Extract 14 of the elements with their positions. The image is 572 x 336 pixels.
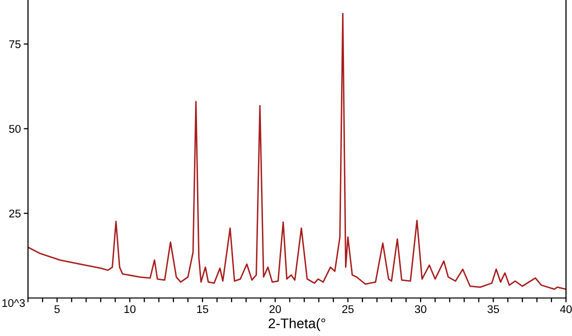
- y-tick-label: 25: [9, 210, 21, 218]
- y-axis-title: 10^3: [2, 299, 25, 307]
- y-tick-label: 75: [9, 40, 21, 48]
- x-tick-label: 10: [124, 305, 136, 314]
- y-tick-label: 50: [9, 124, 21, 133]
- x-tick-label: 40: [560, 305, 572, 314]
- x-tick-label: 5: [54, 305, 60, 314]
- x-tick-label: 20: [270, 305, 281, 314]
- line-series: [28, 12, 566, 290]
- x-tick-label: 15: [197, 305, 208, 314]
- x-tick-label: 35: [488, 305, 500, 314]
- x-tick-label: 30: [414, 305, 426, 314]
- x-axis-title: 2-Theta(°: [268, 318, 326, 332]
- x-tick-label: 25: [342, 305, 354, 314]
